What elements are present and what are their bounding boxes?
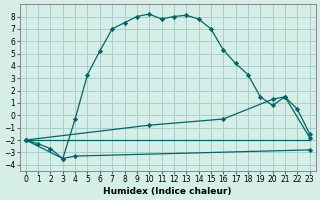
X-axis label: Humidex (Indice chaleur): Humidex (Indice chaleur) [103, 187, 232, 196]
